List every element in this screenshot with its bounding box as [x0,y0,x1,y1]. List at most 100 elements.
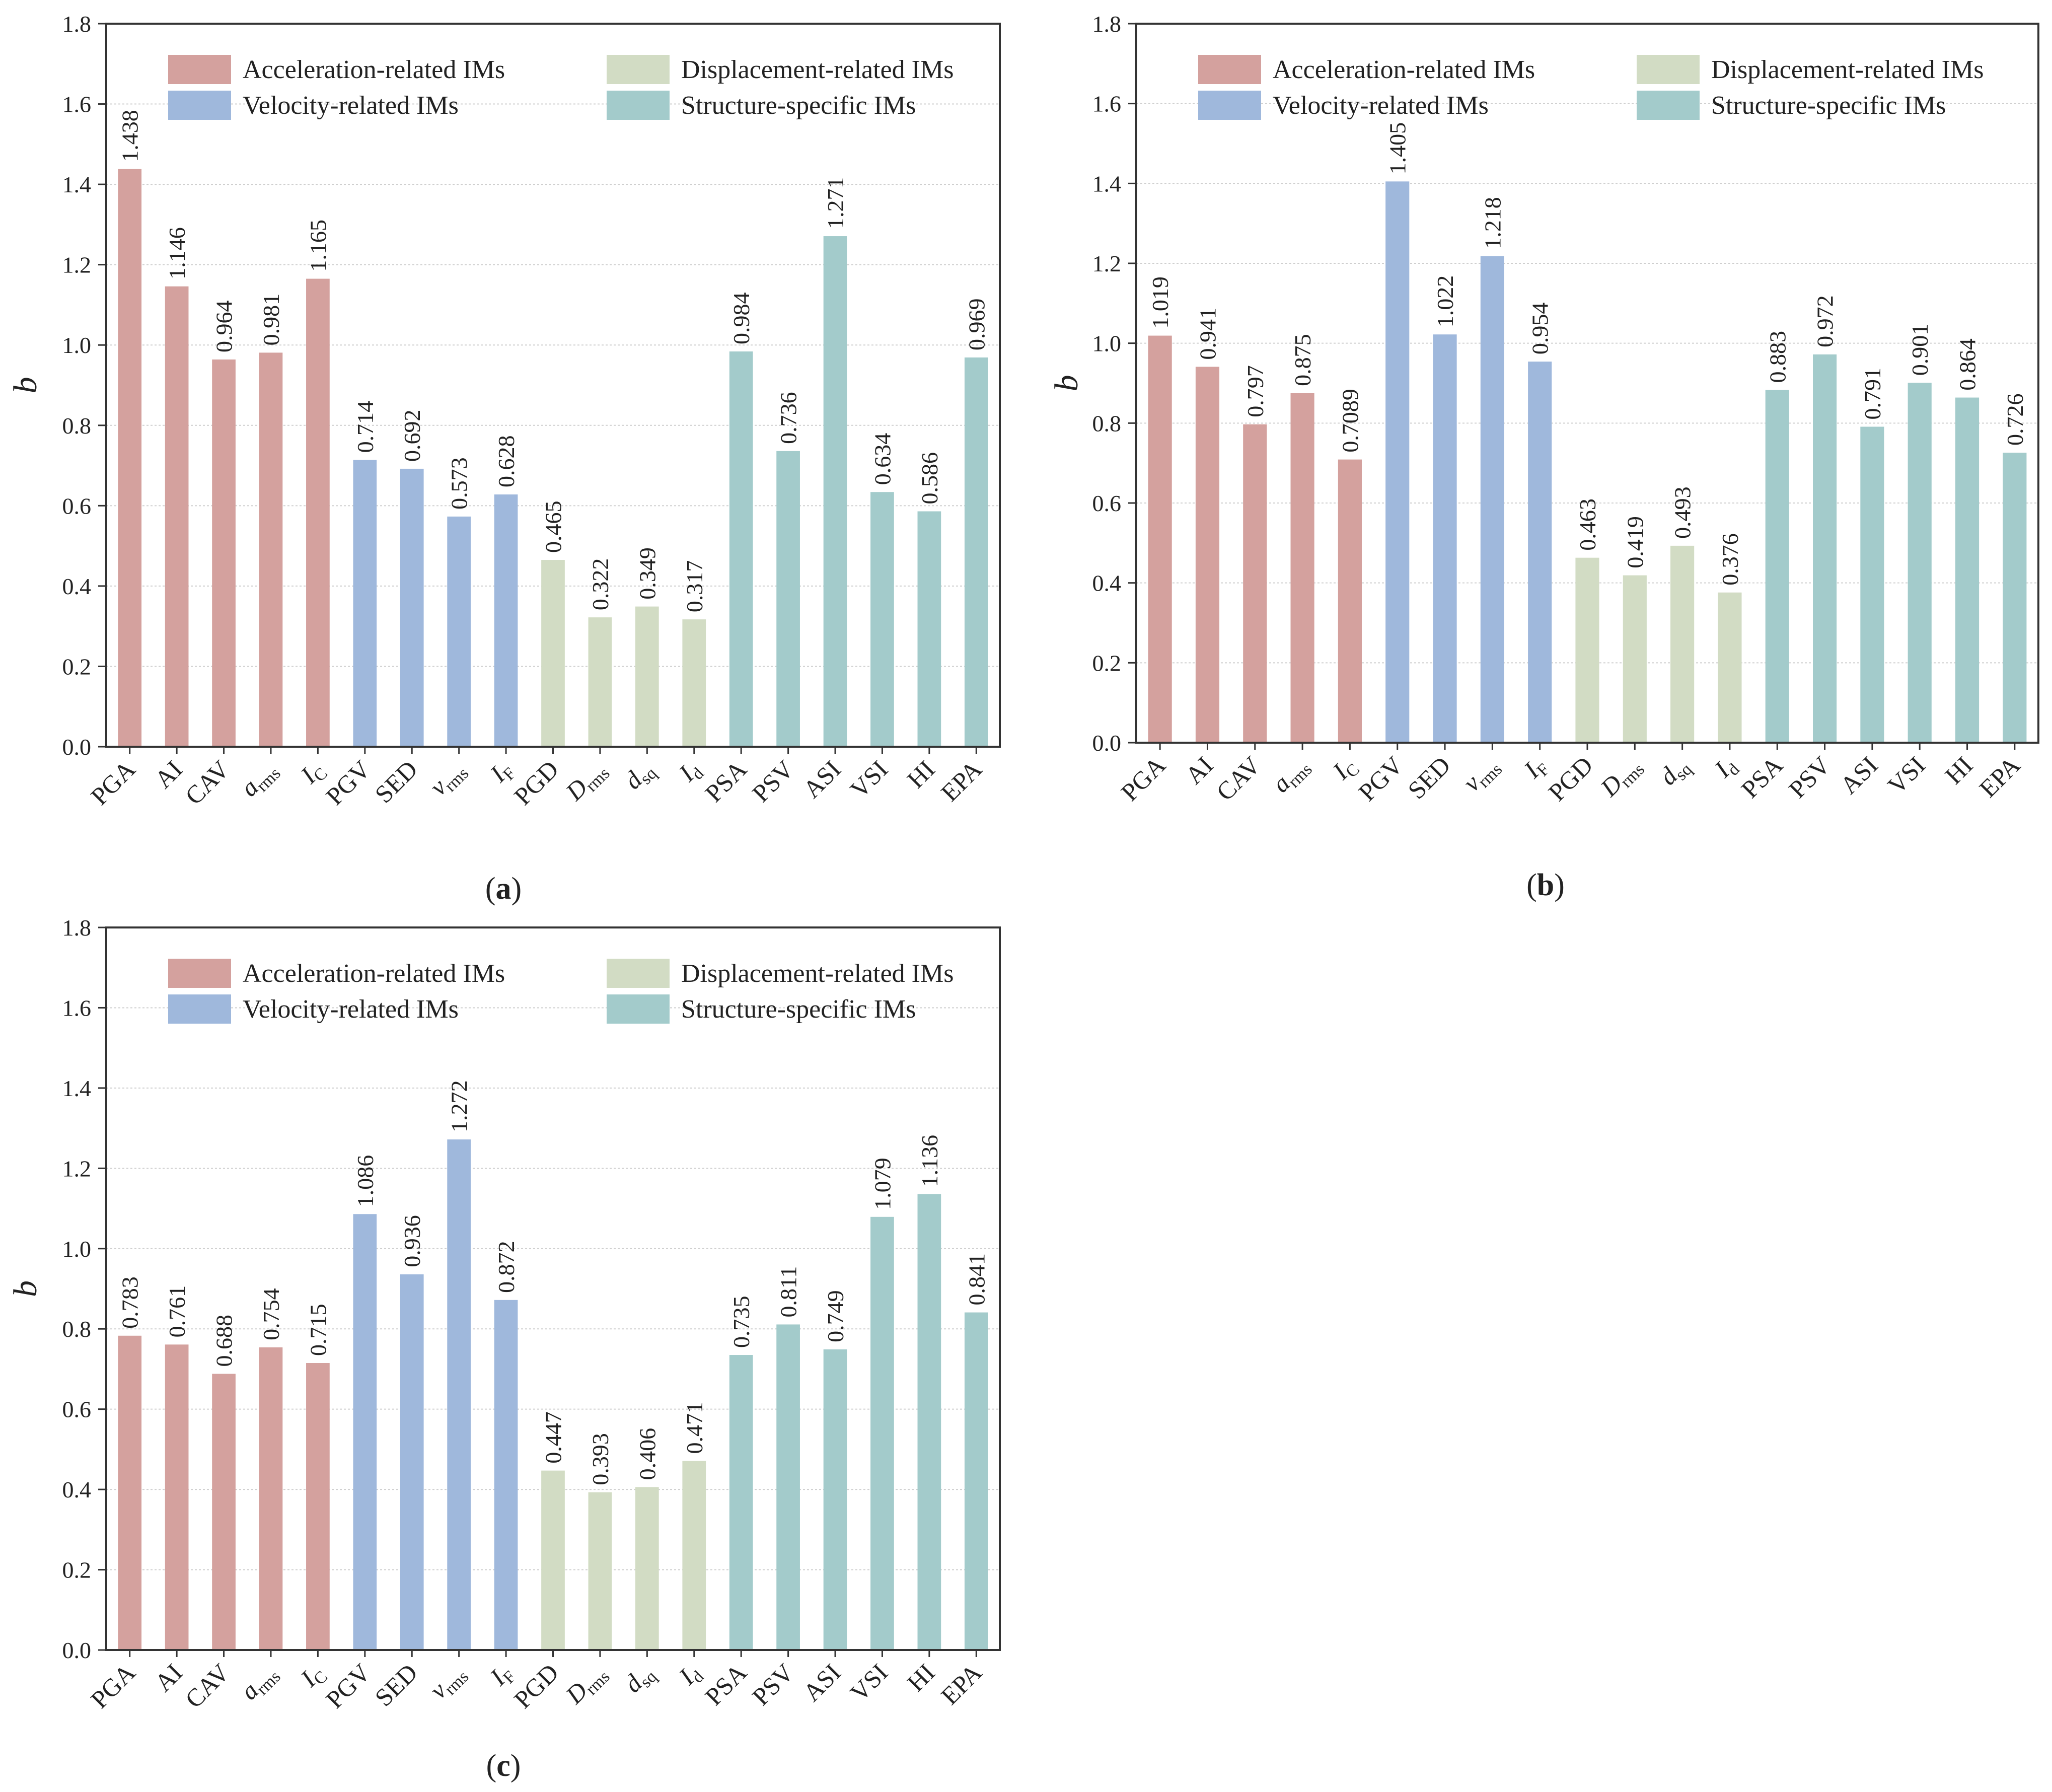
legend-label-acceleration: Acceleration-related IMs [243,959,505,988]
panel-caption-c: (c) [486,1749,521,1783]
x-tick-label: PGD [1543,751,1598,806]
x-tick-label: arms [235,755,284,804]
data-label: 0.465 [541,501,566,553]
y-tick-label: 0.4 [62,574,92,599]
y-tick-label: 0.0 [1092,730,1122,756]
data-label: 1.218 [1480,197,1505,249]
x-tick-label: CAV [180,755,235,810]
x-tick-label: CAV [1211,751,1266,806]
data-label: 0.715 [305,1304,331,1356]
legend-swatch-displacement [1637,55,1700,84]
bar-PGA [1148,335,1172,743]
bar-PSV [776,1324,800,1650]
bar-PSV [1813,354,1837,743]
legend-label-displacement: Displacement-related IMs [681,959,954,988]
data-label: 0.783 [117,1276,143,1329]
data-label: 0.954 [1527,303,1553,355]
bar-EPA [964,357,988,747]
legend-label-acceleration: Acceleration-related IMs [243,55,505,84]
y-tick-label: 1.6 [62,92,92,117]
y-tick-label: 1.8 [1092,11,1122,37]
legend-label-velocity: Velocity-related IMs [243,91,459,120]
data-label: 0.941 [1195,308,1220,360]
legend-label-displacement: Displacement-related IMs [1711,55,1984,84]
data-label: 0.493 [1670,486,1696,539]
bar-IC [1338,459,1362,743]
x-tick-label: ASI [797,755,846,804]
x-tick-label: PGV [320,755,376,810]
bar-AI [1195,367,1220,743]
bar-dsq [1670,545,1695,743]
x-tick-label: vrms [424,755,472,803]
data-label: 0.447 [541,1411,566,1464]
data-label: 1.165 [305,220,331,272]
x-tick-label: dsq [1654,751,1696,793]
data-label: 0.749 [823,1290,848,1342]
bar-Drms [1623,575,1647,743]
bar-SED [1433,334,1457,743]
y-tick-label: 0.2 [62,654,92,679]
chart-panel-a: 0.0 0.2 0.4 0.6 0.8 1.0 1.2 1.4 1.6 1.8 1.438 PGA 1.… [7,11,1001,906]
bar-Id [682,619,706,747]
bar-IC [306,1363,330,1650]
legend-swatch-displacement [607,55,670,84]
legend-swatch-acceleration [168,55,231,84]
bar-VSI [870,492,894,747]
data-label: 0.376 [1717,533,1743,586]
bar-CAV [1243,424,1267,743]
bar-PGD [541,560,565,747]
x-tick-label: PGA [1116,751,1171,806]
data-label: 0.573 [447,457,472,510]
bar-VSI [1908,383,1932,743]
bar-arms [259,352,283,747]
data-label: 0.972 [1812,295,1838,347]
y-tick-label: 0.6 [62,493,92,519]
y-tick-label: 0.8 [1092,410,1122,436]
bar-HI [1955,397,1980,743]
data-label: 0.628 [493,435,519,487]
bar-HI [917,511,941,747]
data-label: 1.405 [1385,122,1411,175]
x-tick-label: vrms [424,1658,472,1706]
y-tick-label: 1.6 [1092,91,1122,117]
y-tick-label: 1.2 [62,252,92,278]
bar-IC [306,278,330,747]
y-tick-label: 0.4 [62,1477,92,1502]
data-label: 0.969 [964,298,989,350]
data-label: 0.864 [1955,338,1981,391]
legend-label-velocity: Velocity-related IMs [1273,91,1489,120]
y-tick-label: 0.8 [62,1316,92,1342]
x-tick-label: PSA [1736,751,1788,803]
bar-VSI [870,1216,894,1650]
bar-AI [165,286,189,747]
panel-caption-a: (a) [485,872,522,906]
y-tick-label: 1.4 [62,1076,92,1101]
data-label: 0.317 [682,560,707,613]
x-tick-label: Drms [1594,751,1648,805]
data-label: 0.726 [2002,394,2028,446]
data-label: 0.984 [728,292,754,344]
bar-IF [494,494,518,747]
data-label: 0.841 [964,1253,989,1306]
legend-label-structure: Structure-specific IMs [681,91,916,120]
chart-panel-b: 0.0 0.2 0.4 0.6 0.8 1.0 1.2 1.4 1.6 1.8 1.019 PGA 0.… [1048,11,2039,902]
x-tick-label: dsq [618,1658,661,1700]
data-label: 0.735 [728,1296,754,1348]
y-tick-label: 0.6 [1092,490,1122,516]
legend-swatch-displacement [607,959,670,988]
data-label: 0.754 [258,1288,284,1340]
data-label: 0.463 [1575,498,1600,551]
bar-PGD [541,1470,565,1650]
bar-PSA [729,1355,753,1650]
x-tick-label: VSI [845,1658,894,1707]
x-tick-label: ASI [1835,751,1883,800]
y-tick-label: 0.6 [62,1397,92,1422]
y-tick-label: 0.2 [62,1557,92,1583]
x-tick-label: PGA [85,1658,140,1713]
x-tick-label: PGA [85,755,140,810]
bar-ASI [823,236,847,747]
data-label: 0.322 [588,558,613,611]
data-label: 1.271 [823,177,848,230]
legend-swatch-structure [607,91,670,120]
